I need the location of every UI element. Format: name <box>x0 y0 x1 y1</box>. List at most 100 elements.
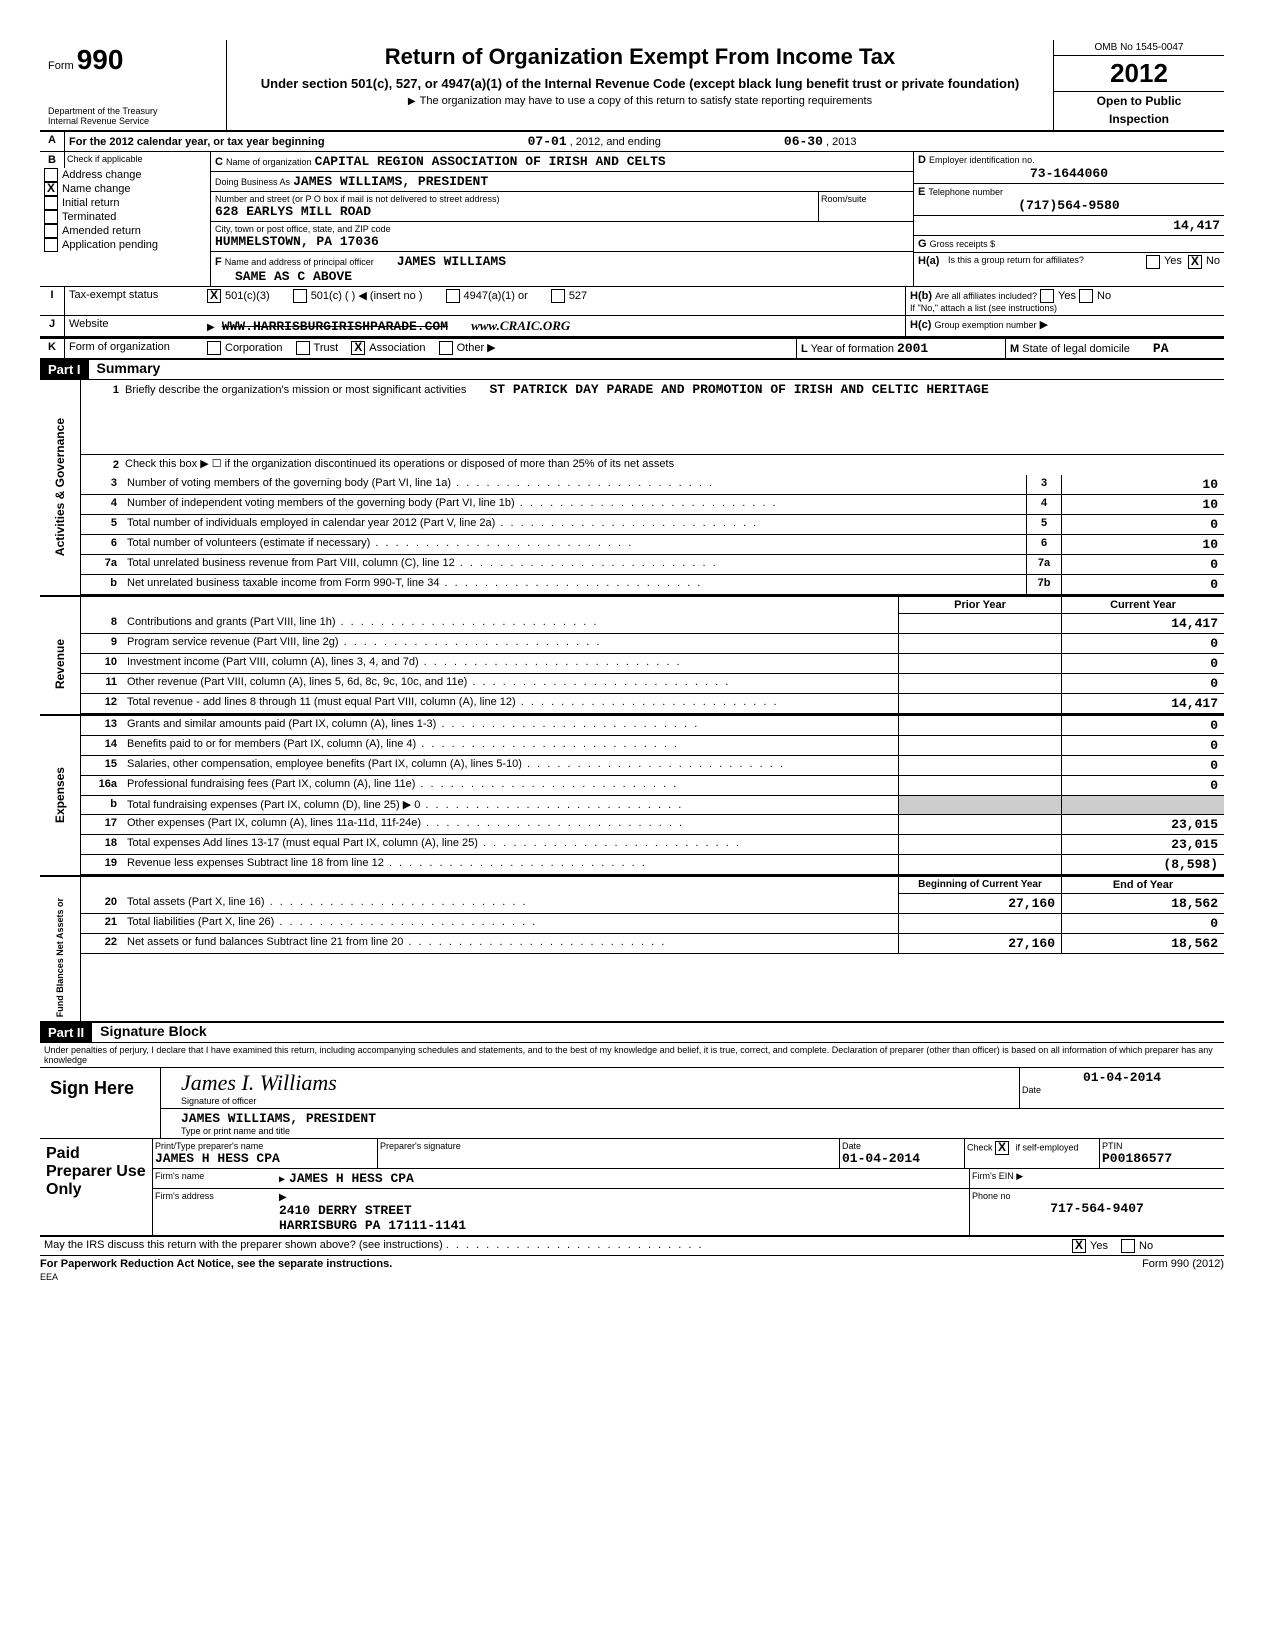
line-row: 22 Net assets or fund balances Subtract … <box>81 934 1224 954</box>
form-990-page: Form 990 Department of the Treasury Inte… <box>40 40 1224 1282</box>
a-end: 06-30 <box>784 134 823 149</box>
omb: OMB No 1545-0047 <box>1054 40 1224 56</box>
line-row: 7a Total unrelated business revenue from… <box>81 555 1224 575</box>
phone: (717)564-9580 <box>918 198 1220 213</box>
year-formation: 2001 <box>897 341 928 356</box>
mission: ST PATRICK DAY PARADE AND PROMOTION OF I… <box>489 382 988 397</box>
discuss-row: May the IRS discuss this return with the… <box>40 1237 1224 1256</box>
cb-discuss-no[interactable] <box>1121 1239 1135 1253</box>
col-deg: D Employer identification no. 73-1644060… <box>914 152 1224 286</box>
city: HUMMELSTOWN, PA 17036 <box>215 234 379 249</box>
state: PA <box>1153 341 1169 356</box>
subtitle: Under section 501(c), 527, or 4947(a)(1)… <box>237 76 1043 91</box>
officer-same: SAME AS C ABOVE <box>235 269 909 284</box>
ptin: P00186577 <box>1102 1151 1222 1166</box>
cb-name[interactable]: X <box>44 182 58 196</box>
header: Form 990 Department of the Treasury Inte… <box>40 40 1224 132</box>
org-name: CAPITAL REGION ASSOCIATION OF IRISH AND … <box>315 154 666 169</box>
cb-term[interactable] <box>44 210 58 224</box>
title-box: Return of Organization Exempt From Incom… <box>227 40 1053 130</box>
form-number: 990 <box>77 44 124 75</box>
part-ii-header: Part II Signature Block <box>40 1023 1224 1043</box>
a-mid: , 2012, and ending <box>570 136 661 148</box>
form-box: Form 990 Department of the Treasury Inte… <box>40 40 227 130</box>
line-row: 12 Total revenue - add lines 8 through 1… <box>81 694 1224 714</box>
line-row: 11 Other revenue (Part VIII, column (A),… <box>81 674 1224 694</box>
line-j: J Website WWW.HARRISBURGIRISHPARADE.COM … <box>40 316 1224 337</box>
street: 628 EARLYS MILL ROAD <box>215 204 371 219</box>
open: Open to Public <box>1054 92 1224 110</box>
line-row: 5 Total number of individuals employed i… <box>81 515 1224 535</box>
col-b: B Check if applicable Address change XNa… <box>40 152 211 286</box>
cb-ha-yes[interactable] <box>1146 255 1160 269</box>
dba: JAMES WILLIAMS, PRESIDENT <box>293 174 488 189</box>
line-row: 14 Benefits paid to or for members (Part… <box>81 736 1224 756</box>
part-i-header: Part I Summary <box>40 360 1224 380</box>
line-row: 9 Program service revenue (Part VIII, li… <box>81 634 1224 654</box>
line-a: A For the 2012 calendar year, or tax yea… <box>40 132 1224 152</box>
line-row: 20 Total assets (Part X, line 16) 27,160… <box>81 894 1224 914</box>
cb-app[interactable] <box>44 238 58 252</box>
dept: Department of the Treasury <box>48 106 218 116</box>
firm-addr1: 2410 DERRY STREET <box>279 1203 967 1218</box>
firm-name: JAMES H HESS CPA <box>277 1169 969 1188</box>
line-row: 10 Investment income (Part VIII, column … <box>81 654 1224 674</box>
prep-name: JAMES H HESS CPA <box>155 1151 375 1166</box>
sign-here-block: Sign Here James I. Williams Signature of… <box>40 1068 1224 1139</box>
line-row: 21 Total liabilities (Part X, line 26) 0 <box>81 914 1224 934</box>
sig-date: 01-04-2014 <box>1022 1070 1222 1085</box>
part-i-body: Activities & Governance 1 Briefly descri… <box>40 380 1224 597</box>
inspection: Inspection <box>1054 110 1224 128</box>
form-label: Form <box>48 60 74 72</box>
bcde-block: B Check if applicable Address change XNa… <box>40 152 1224 287</box>
a-label: For the 2012 calendar year, or tax year … <box>69 136 325 148</box>
line-i: I Tax-exempt status X501(c)(3) 501(c) ( … <box>40 287 1224 316</box>
irs: Internal Revenue Service <box>48 116 218 126</box>
line-row: 18 Total expenses Add lines 13-17 (must … <box>81 835 1224 855</box>
paid-preparer-block: Paid Preparer Use Only Print/Type prepar… <box>40 1139 1224 1237</box>
line-row: 16a Professional fundraising fees (Part … <box>81 776 1224 796</box>
line-row: 17 Other expenses (Part IX, column (A), … <box>81 815 1224 835</box>
officer-signature: James I. Williams <box>181 1070 999 1096</box>
cb-ha-no[interactable]: X <box>1188 255 1202 269</box>
line-row: 3 Number of voting members of the govern… <box>81 475 1224 495</box>
perjury: Under penalties of perjury, I declare th… <box>40 1043 1224 1068</box>
line-row: 8 Contributions and grants (Part VIII, l… <box>81 614 1224 634</box>
revenue-header: Prior Year Current Year <box>40 597 1224 614</box>
line-row: b Net unrelated business taxable income … <box>81 575 1224 595</box>
letter-a: A <box>40 132 65 151</box>
cb-initial[interactable] <box>44 196 58 210</box>
col-c: C Name of organization CAPITAL REGION AS… <box>211 152 914 286</box>
line-row: b Total fundraising expenses (Part IX, c… <box>81 796 1224 815</box>
fb-section: Fund Blances Net Assets or 20 Total asse… <box>40 894 1224 1023</box>
firm-addr2: HARRISBURG PA 17111-1141 <box>279 1218 967 1233</box>
line-row: 6 Total number of volunteers (estimate i… <box>81 535 1224 555</box>
line-row: 4 Number of independent voting members o… <box>81 495 1224 515</box>
tax-year: 2012 <box>1054 56 1224 92</box>
cb-discuss-yes[interactable]: X <box>1072 1239 1086 1253</box>
a-endyr: , 2013 <box>826 136 857 148</box>
footer: For Paperwork Reduction Act Notice, see … <box>40 1256 1224 1272</box>
prep-date: 01-04-2014 <box>842 1151 962 1166</box>
name-title: JAMES WILLIAMS, PRESIDENT <box>181 1111 1204 1126</box>
expenses-section: Expenses 13 Grants and similar amounts p… <box>40 716 1224 877</box>
fb-header: Beginning of Current Year End of Year <box>40 877 1224 894</box>
b-label: Check if applicable <box>65 152 145 168</box>
title: Return of Organization Exempt From Incom… <box>237 44 1043 70</box>
revenue-section: Revenue 8 Contributions and grants (Part… <box>40 614 1224 716</box>
note: The organization may have to use a copy … <box>237 95 1043 107</box>
line-row: 13 Grants and similar amounts paid (Part… <box>81 716 1224 736</box>
line-row: 15 Salaries, other compensation, employe… <box>81 756 1224 776</box>
line-row: 19 Revenue less expenses Subtract line 1… <box>81 855 1224 875</box>
officer-name: JAMES WILLIAMS <box>397 254 506 269</box>
cb-address[interactable] <box>44 168 58 182</box>
omb-box: OMB No 1545-0047 2012 Open to Public Ins… <box>1053 40 1224 130</box>
line-k: K Form of organization Corporation Trust… <box>40 337 1224 360</box>
website-new: www.CRAIC.ORG <box>471 318 570 333</box>
cb-amend[interactable] <box>44 224 58 238</box>
a-begin: 07-01 <box>528 134 567 149</box>
website-old: WWW.HARRISBURGIRISHPARADE.COM <box>222 319 448 334</box>
gross-receipts-val: 14,417 <box>1173 218 1220 233</box>
ein: 73-1644060 <box>918 166 1220 181</box>
cb-501c3[interactable]: X <box>207 289 221 303</box>
